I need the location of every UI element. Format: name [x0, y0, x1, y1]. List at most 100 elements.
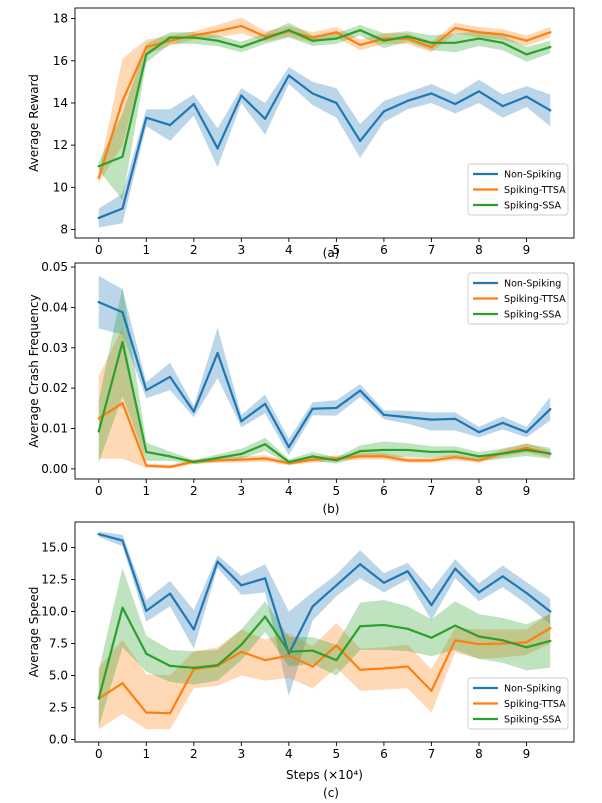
data-point — [335, 644, 338, 647]
data-point — [311, 649, 314, 652]
data-point — [406, 665, 409, 668]
data-point — [406, 35, 409, 38]
data-point — [145, 609, 148, 613]
data-point — [525, 446, 528, 450]
data-point — [121, 99, 124, 102]
line-spiking-ssa — [97, 606, 552, 700]
data-point — [477, 90, 481, 93]
data-point — [549, 610, 552, 613]
data-point — [264, 37, 267, 40]
points-non-spiking — [97, 301, 552, 449]
y-tick-label: 16 — [53, 54, 68, 68]
data-point — [145, 116, 148, 119]
data-point — [382, 667, 385, 670]
data-point — [168, 36, 172, 39]
data-point — [454, 26, 457, 30]
x-tick-label: 8 — [475, 484, 483, 498]
data-point — [145, 450, 148, 454]
data-point — [454, 624, 457, 627]
data-point — [192, 460, 195, 464]
points-non-spiking — [97, 533, 552, 655]
legend-label: Spiking-TTSA — [504, 699, 566, 710]
data-point — [430, 636, 433, 639]
legend-label: Non-Spiking — [504, 170, 561, 181]
data-point — [359, 389, 362, 392]
legend-label: Non-Spiking — [504, 684, 561, 695]
data-point — [525, 39, 528, 42]
data-point — [311, 92, 314, 95]
data-point — [477, 643, 481, 646]
x-tick-label: 6 — [380, 747, 388, 761]
panel-b: 0 1 2 3 4 5 6 7 8 9 0.00 0.01 0.02 0.03 0.04 0.05 Averag… — [27, 260, 575, 516]
points-spiking-ssa — [97, 29, 552, 168]
data-point — [359, 668, 362, 671]
x-tick-label: 5 — [333, 484, 341, 498]
data-point — [168, 455, 172, 458]
x-tick-label: 1 — [142, 243, 150, 257]
data-point — [430, 45, 433, 49]
data-point — [477, 31, 481, 34]
x-tick-label: 2 — [190, 243, 198, 257]
legend-label: Spiking-TTSA — [504, 185, 566, 196]
data-point — [311, 455, 314, 458]
data-point — [454, 102, 457, 106]
data-point — [382, 448, 385, 452]
data-point — [216, 664, 219, 667]
data-point — [145, 711, 148, 714]
data-point — [477, 635, 481, 638]
data-point — [216, 351, 219, 355]
data-point — [335, 101, 338, 105]
x-tick-label: 7 — [428, 243, 436, 257]
data-point — [168, 375, 172, 378]
data-point — [359, 563, 362, 566]
data-point — [477, 455, 481, 458]
data-point — [501, 41, 504, 44]
data-point — [525, 641, 528, 644]
x-tick-label: 7 — [428, 747, 436, 761]
plot-area — [97, 531, 552, 730]
data-point — [335, 406, 338, 410]
data-point — [501, 642, 504, 645]
data-point — [525, 431, 528, 434]
data-point — [264, 402, 267, 405]
legend-box — [467, 677, 569, 730]
band-spiking-ttsa — [98, 327, 551, 469]
data-point — [192, 36, 195, 39]
data-point — [430, 459, 433, 462]
data-point — [240, 420, 243, 423]
y-tick-label: 0.04 — [41, 300, 68, 314]
panel-c: 0 1 2 3 4 5 6 7 8 9 0.0 2.5 5.0 7.5 10.0 12.5 15.0 Averag… — [27, 521, 575, 800]
data-point — [287, 446, 290, 449]
x-tick-label: 9 — [523, 243, 531, 257]
data-point — [216, 456, 219, 460]
data-point — [264, 457, 267, 460]
y-tick-label: 0.02 — [41, 381, 68, 395]
x-tick-label: 8 — [475, 243, 483, 257]
points-non-spiking — [97, 74, 552, 220]
data-point — [240, 458, 243, 461]
data-point — [121, 207, 124, 210]
legend-label: Spiking-TTSA — [504, 294, 566, 305]
x-tick-label: 3 — [238, 243, 246, 257]
y-tick-label: 8 — [60, 223, 68, 237]
data-point — [525, 591, 528, 595]
x-tick-label: 0 — [95, 747, 103, 761]
data-point — [168, 124, 172, 127]
data-point — [311, 665, 314, 668]
line-spiking-ssa — [97, 29, 552, 168]
x-tick-label: 3 — [238, 484, 246, 498]
y-tick-label: 10.0 — [41, 605, 68, 619]
data-point — [525, 95, 528, 98]
legend: Non-Spiking Spiking-TTSA Spiking-SSA — [467, 677, 569, 730]
data-point — [168, 592, 172, 595]
line-non-spiking — [97, 74, 552, 220]
data-point — [335, 659, 338, 662]
legend: Non-Spiking Spiking-TTSA Spiking-SSA — [467, 272, 569, 325]
data-point — [264, 659, 267, 662]
data-point — [97, 533, 100, 536]
panel-label: (c) — [323, 786, 339, 800]
plot-area — [97, 17, 552, 228]
x-tick-label: 5 — [333, 747, 341, 761]
x-tick-label: 2 — [190, 484, 198, 498]
y-tick-label: 18 — [53, 12, 68, 26]
